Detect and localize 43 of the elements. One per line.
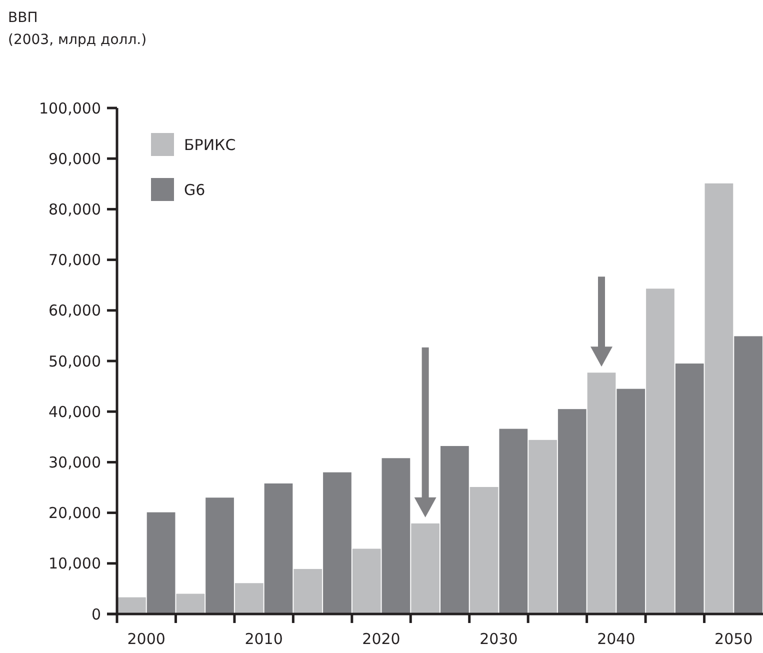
y-tick-label: 40,000 — [48, 402, 101, 421]
x-tick-label: 2040 — [597, 630, 636, 648]
x-tick-label: 2030 — [480, 630, 518, 648]
bar — [294, 568, 322, 614]
y-tick-label: 70,000 — [48, 251, 101, 270]
bar — [587, 372, 616, 614]
bar — [382, 458, 410, 614]
y-tick-label: 0 — [91, 605, 101, 624]
chart-subtitle: (2003, млрд долл.) — [8, 32, 147, 48]
x-tick-label: 2050 — [714, 630, 753, 648]
bar — [323, 472, 352, 614]
bar — [675, 364, 704, 614]
bar — [704, 183, 734, 614]
chart-title: ВВП — [8, 10, 38, 26]
bar — [734, 336, 762, 614]
bar — [206, 498, 234, 614]
bar — [470, 486, 498, 614]
bar — [146, 512, 176, 614]
y-tick-label: 80,000 — [48, 200, 101, 218]
bar — [558, 409, 586, 614]
bar — [616, 388, 646, 614]
y-tick-label: 100,000 — [38, 99, 101, 118]
bar — [264, 483, 293, 614]
bar — [411, 523, 440, 614]
y-tick-label: 10,000 — [48, 554, 101, 573]
y-tick-label: 30,000 — [48, 453, 101, 472]
bar — [499, 428, 528, 614]
x-tick-label: 2010 — [244, 630, 283, 648]
x-tick-label: 2020 — [362, 630, 400, 648]
legend-label: G6 — [184, 181, 206, 199]
bar — [646, 288, 674, 614]
bar — [528, 440, 557, 614]
bar — [352, 548, 381, 614]
bar — [440, 446, 469, 614]
bar — [234, 583, 264, 614]
y-tick-label: 20,000 — [48, 504, 101, 522]
y-tick-label: 50,000 — [48, 352, 101, 370]
legend-label: БРИКС — [184, 136, 236, 154]
bar — [176, 594, 205, 614]
y-tick-label: 60,000 — [48, 302, 101, 320]
x-tick-label: 2000 — [127, 630, 166, 648]
y-tick-label: 90,000 — [48, 150, 101, 168]
bar — [118, 597, 146, 614]
